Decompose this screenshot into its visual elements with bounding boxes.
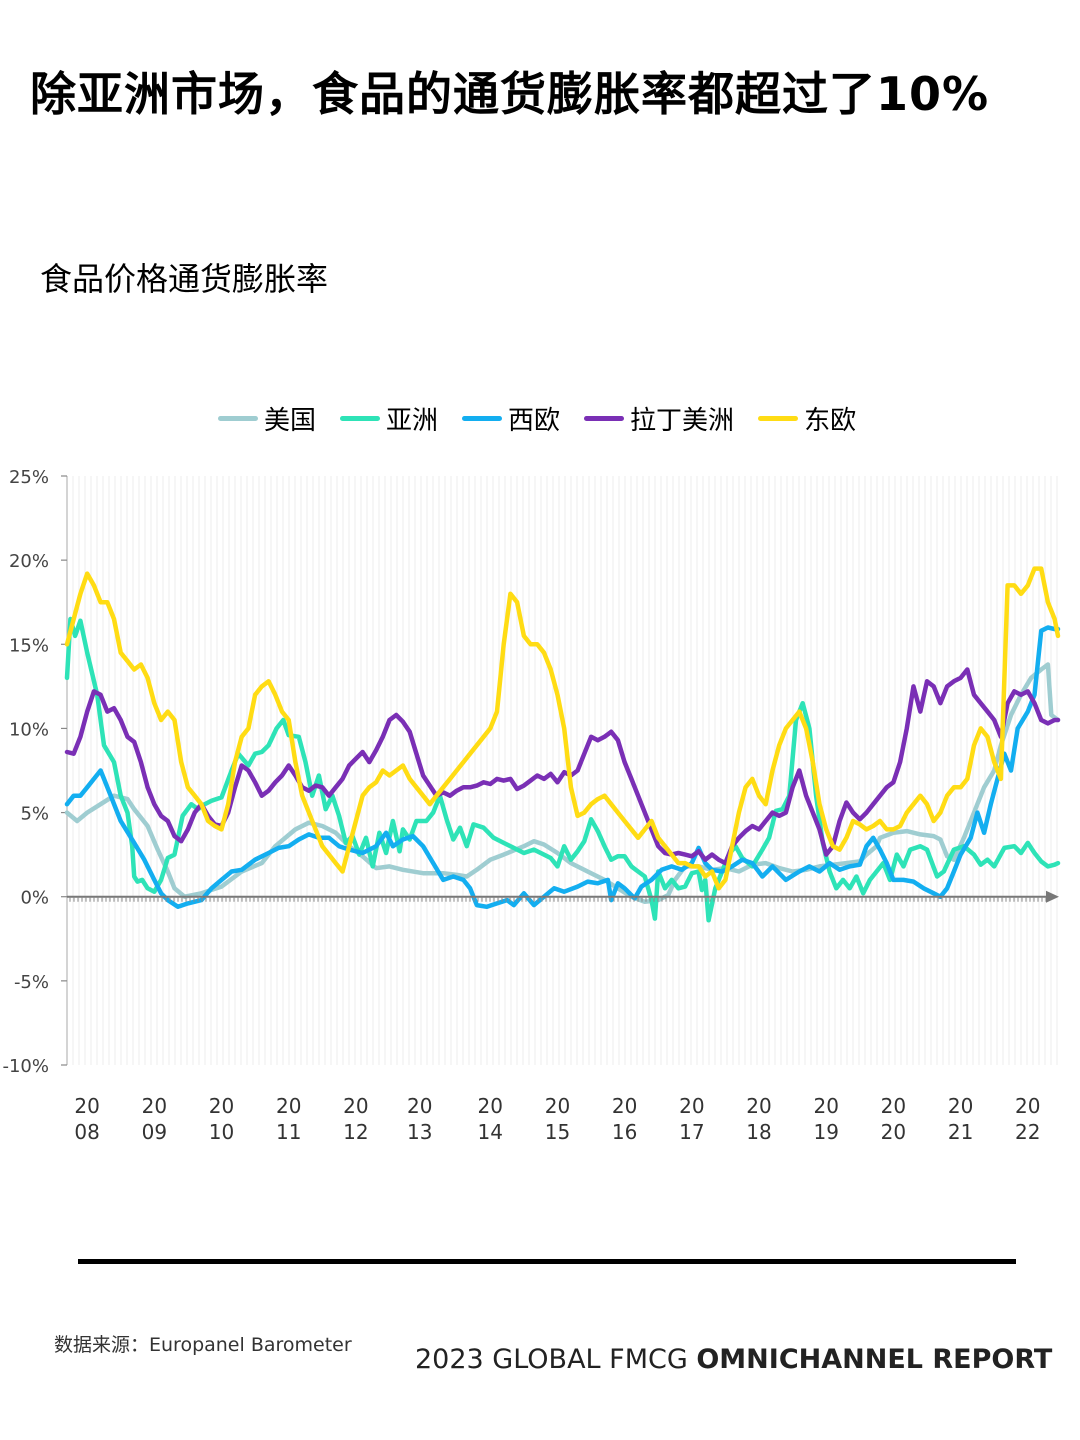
y-tick-label: -5% xyxy=(14,972,49,993)
legend-swatch-usa xyxy=(218,415,258,421)
y-tick-label: 10% xyxy=(9,719,49,740)
series-line-4 xyxy=(64,566,1061,891)
legend-item-usa[interactable]: 美国 xyxy=(218,400,316,437)
x-tick-label-top: 20 xyxy=(142,1094,167,1118)
x-tick-label-top: 20 xyxy=(612,1094,637,1118)
x-tick-label-bottom: 15 xyxy=(545,1120,570,1144)
x-tick-label-bottom: 09 xyxy=(142,1120,167,1144)
x-tick-label-top: 20 xyxy=(948,1094,973,1118)
chart-legend: 美国 亚洲 西欧 拉丁美洲 东欧 xyxy=(218,398,856,438)
report-brand: 2023 GLOBAL FMCG OMNICHANNEL REPORT xyxy=(415,1344,1052,1375)
y-tick-label: 15% xyxy=(9,635,49,656)
legend-label-asia: 亚洲 xyxy=(386,405,439,436)
x-tick-label-bottom: 11 xyxy=(276,1120,301,1144)
x-tick-label-top: 20 xyxy=(407,1094,432,1118)
legend-label-usa: 美国 xyxy=(264,405,317,436)
x-tick-label-top: 20 xyxy=(746,1094,771,1118)
x-tick-label-bottom: 14 xyxy=(478,1120,503,1144)
x-tick-label-bottom: 08 xyxy=(74,1120,99,1144)
legend-label-western-europe: 西欧 xyxy=(508,405,561,436)
divider-rule xyxy=(78,1259,1016,1264)
x-tick-label-bottom: 17 xyxy=(679,1120,704,1144)
series-line-3 xyxy=(64,667,1061,866)
line-chart: 25%20%15%10%5%0%-5%-10%20082009201020112… xyxy=(2,467,1061,1144)
chart-title: 食品价格通货膨胀率 xyxy=(40,260,329,298)
page-headline: 除亚洲市场，食品的通货膨胀率都超过了10% xyxy=(30,67,990,121)
legend-swatch-latin-america xyxy=(584,415,625,421)
x-tick-label-bottom: 22 xyxy=(1015,1120,1040,1144)
series-line-2 xyxy=(64,625,1061,910)
x-tick-label-top: 20 xyxy=(74,1094,99,1118)
x-tick-label-bottom: 18 xyxy=(746,1120,771,1144)
x-tick-label-top: 20 xyxy=(209,1094,234,1118)
y-tick-label: -10% xyxy=(2,1056,49,1077)
x-tick-label-bottom: 20 xyxy=(881,1120,906,1144)
legend-label-eastern-europe: 东欧 xyxy=(804,405,857,436)
source-note: 数据来源：Europanel Barometer xyxy=(54,1334,352,1356)
x-tick-label-top: 20 xyxy=(276,1094,301,1118)
legend-item-latin-america[interactable]: 拉丁美洲 xyxy=(584,400,734,437)
legend-label-latin-america: 拉丁美洲 xyxy=(630,405,735,436)
legend-item-eastern-europe[interactable]: 东欧 xyxy=(758,400,856,437)
x-tick-label-bottom: 12 xyxy=(343,1120,368,1144)
x-tick-label-top: 20 xyxy=(1015,1094,1040,1118)
x-axis-arrow xyxy=(1046,890,1059,903)
y-tick-label: 5% xyxy=(20,804,49,825)
x-tick-label-bottom: 21 xyxy=(948,1120,973,1144)
x-tick-label-top: 20 xyxy=(343,1094,368,1118)
series-line-1 xyxy=(64,616,1061,923)
legend-swatch-asia xyxy=(340,415,381,421)
y-tick-label: 25% xyxy=(9,467,49,488)
x-tick-label-bottom: 16 xyxy=(612,1120,637,1144)
brand-bold-text: OMNICHANNEL REPORT xyxy=(696,1344,1053,1375)
legend-item-asia[interactable]: 亚洲 xyxy=(340,400,438,437)
legend-item-western-europe[interactable]: 西欧 xyxy=(462,400,560,437)
y-tick-label: 0% xyxy=(20,888,49,909)
x-tick-label-top: 20 xyxy=(813,1094,838,1118)
x-tick-label-top: 20 xyxy=(478,1094,503,1118)
legend-swatch-eastern-europe xyxy=(758,415,799,421)
series-line-0 xyxy=(64,662,1061,905)
legend-swatch-western-europe xyxy=(462,415,503,421)
x-tick-label-top: 20 xyxy=(679,1094,704,1118)
x-tick-label-bottom: 13 xyxy=(407,1120,432,1144)
brand-light-text: 2023 GLOBAL FMCG xyxy=(415,1344,697,1375)
x-tick-label-top: 20 xyxy=(881,1094,906,1118)
x-tick-label-bottom: 19 xyxy=(813,1120,838,1144)
x-tick-label-top: 20 xyxy=(545,1094,570,1118)
x-tick-label-bottom: 10 xyxy=(209,1120,234,1144)
y-tick-label: 20% xyxy=(9,551,49,572)
